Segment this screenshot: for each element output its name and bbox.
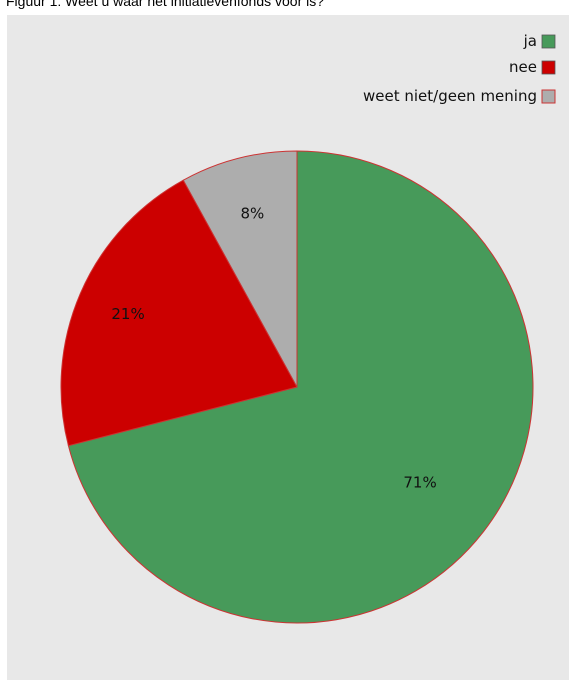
figure-caption: Figuur 1: Weet u waar het initiatievenfo… [6, 0, 325, 9]
pie-slice-label-ja: 71% [403, 473, 436, 491]
pie-slice-label-weet-niet-geen-mening: 8% [240, 204, 264, 222]
legend: ja nee weet niet/geen mening [363, 32, 556, 105]
legend-item-nee: nee [509, 58, 556, 76]
legend-label-nee: nee [509, 58, 537, 76]
legend-label-weet-niet: weet niet/geen mening [363, 87, 537, 105]
pie-slice-label-nee: 21% [111, 305, 144, 323]
legend-item-ja: ja [523, 32, 556, 50]
legend-item-weet-niet: weet niet/geen mening [363, 87, 556, 105]
pie-slice-ja [67, 150, 534, 624]
pie-slices [60, 150, 534, 624]
pie-slice-nee [60, 179, 298, 447]
pie-slice-labels: 71% 21% 8% [111, 204, 436, 491]
legend-swatch-nee [541, 60, 556, 75]
pie-slice-weet-niet-geen-mening [182, 150, 298, 388]
legend-label-ja: ja [523, 32, 537, 50]
pie-chart: 71% 21% 8% ja nee weet niet/geen mening [60, 32, 556, 624]
legend-swatch-weet-niet [541, 89, 556, 104]
legend-swatch-ja [541, 34, 556, 49]
chart-panel: 71% 21% 8% ja nee weet niet/geen mening [7, 15, 569, 680]
